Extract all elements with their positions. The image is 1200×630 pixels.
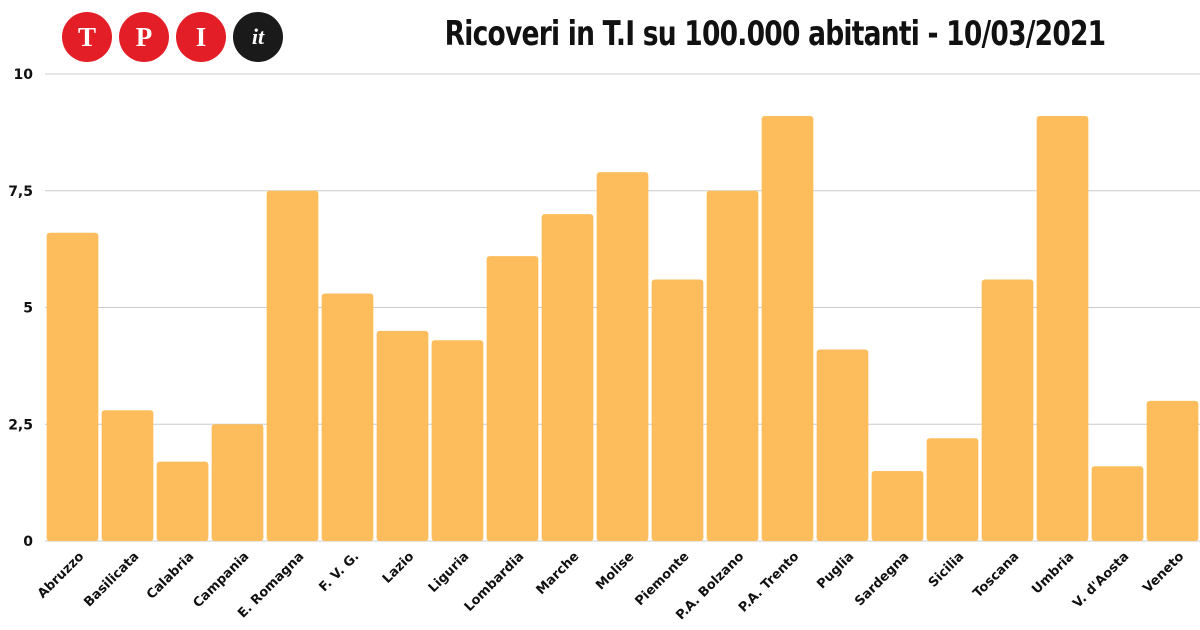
x-tick-label: Basilicata	[81, 549, 142, 610]
x-tick-label: F. V. G.	[316, 549, 362, 595]
bar	[211, 424, 264, 541]
bar	[266, 190, 319, 541]
bar	[156, 461, 209, 541]
bar	[1091, 466, 1144, 541]
x-tick-label: Liguria	[426, 549, 473, 596]
bar	[376, 330, 429, 541]
x-tick-label: Puglia	[814, 549, 857, 592]
x-tick-label: Umbria	[1029, 549, 1077, 597]
y-tick-label: 10	[14, 67, 34, 83]
y-tick-label: 2,5	[8, 417, 33, 433]
bar	[321, 293, 374, 541]
bar	[651, 279, 704, 541]
bars	[46, 116, 1199, 541]
x-tick-label: Piemonte	[633, 549, 693, 609]
bar	[541, 214, 594, 541]
bar	[101, 410, 154, 541]
bar	[706, 190, 759, 541]
bar	[816, 349, 869, 541]
x-tick-label: Sardegna	[852, 549, 912, 609]
x-tick-label: Toscana	[970, 549, 1022, 601]
x-tick-label: Abruzzo	[35, 549, 87, 601]
y-tick-label: 0	[23, 534, 33, 550]
x-tick-label: Marche	[534, 549, 583, 598]
x-tick-label: Lazio	[380, 549, 418, 587]
y-tick-label: 5	[23, 301, 33, 317]
bar	[486, 256, 539, 541]
logo-letter-i: I	[176, 12, 226, 62]
x-tick-label: V. d'Aosta	[1070, 549, 1132, 611]
logo-letter-t: T	[62, 12, 112, 62]
x-tick-label: Calabria	[144, 549, 197, 602]
x-tick-label: Sicilia	[926, 549, 967, 590]
y-tick-label: 7,5	[8, 184, 33, 200]
logo-it: it	[233, 12, 283, 62]
logo-letter-p: P	[119, 12, 169, 62]
bar	[1146, 400, 1199, 541]
y-axis: 0 2,5 5 7,5 10	[8, 67, 33, 550]
bar	[761, 116, 814, 541]
bar	[46, 232, 99, 541]
bar	[596, 172, 649, 541]
x-tick-label: Molise	[593, 549, 637, 593]
bar	[1036, 116, 1089, 541]
bar	[871, 470, 924, 541]
bar	[926, 438, 979, 541]
bar	[431, 340, 484, 541]
bar	[981, 279, 1034, 541]
x-tick-label: Veneto	[1140, 549, 1187, 596]
chart-title: Ricoveri in T.I su 100.000 abitanti - 10…	[444, 14, 1106, 54]
